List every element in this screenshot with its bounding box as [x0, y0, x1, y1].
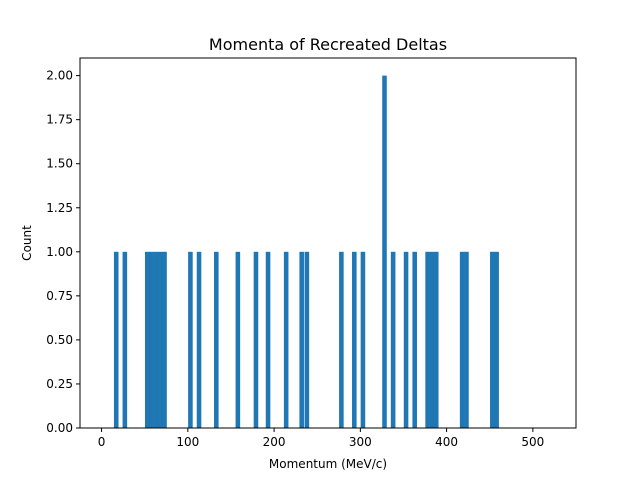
histogram-bar: [412, 251, 417, 428]
y-tick-label: 1.25: [46, 201, 73, 215]
histogram-bar: [494, 251, 499, 428]
histogram-bar: [459, 251, 465, 428]
histogram-bar: [144, 251, 150, 428]
x-tick-label: 100: [176, 435, 199, 449]
histogram-bar: [360, 251, 366, 428]
y-tick-label: 0.50: [46, 333, 73, 347]
histogram-bar: [382, 75, 387, 428]
histogram-bar: [299, 251, 304, 428]
x-tick-label: 500: [521, 435, 544, 449]
x-axis-label: Momentum (MeV/c): [269, 457, 387, 471]
histogram-bar: [196, 251, 202, 428]
y-axis-label: Count: [20, 225, 34, 261]
histogram-bar: [188, 251, 193, 428]
x-tick-label: 0: [98, 435, 106, 449]
bars-group: [113, 75, 499, 428]
histogram-bar: [265, 251, 271, 428]
histogram-bar: [339, 251, 344, 428]
plot-frame: [79, 57, 577, 429]
y-tick-label: 1.75: [46, 113, 73, 127]
histogram-bar: [352, 251, 357, 428]
histogram-bar: [122, 251, 128, 428]
y-tick-label: 0.75: [46, 289, 73, 303]
y-axis-ticks: 0.00 0.25 0.50 0.75 1.00 1.25 1.50 1.75 2.00: [46, 69, 80, 435]
histogram-bar: [390, 251, 396, 428]
histogram-bar: [214, 251, 219, 428]
y-tick-label: 0.00: [46, 421, 73, 435]
histogram-bar: [157, 251, 163, 428]
histogram-bar: [490, 251, 495, 428]
histogram-bar: [235, 251, 241, 428]
y-tick-label: 1.50: [46, 157, 73, 171]
histogram-bar: [149, 251, 154, 428]
histogram-bar: [425, 251, 430, 428]
histogram-bar: [304, 251, 310, 428]
histogram-bar: [253, 251, 259, 428]
y-tick-label: 1.00: [46, 245, 73, 259]
histogram-bar: [153, 251, 159, 428]
y-tick-label: 0.25: [46, 377, 73, 391]
histogram-bar: [162, 251, 167, 428]
histogram-bar: [433, 251, 439, 428]
histogram-bar: [283, 251, 289, 428]
x-tick-label: 200: [263, 435, 286, 449]
chart-title: Momenta of Recreated Deltas: [209, 35, 447, 54]
histogram-bar: [403, 251, 409, 428]
y-tick-label: 2.00: [46, 69, 73, 83]
histogram-bar: [113, 251, 119, 428]
x-axis-ticks: 0 100 200 300 400 500: [98, 428, 544, 449]
x-tick-label: 300: [349, 435, 372, 449]
histogram-bar: [429, 251, 435, 428]
x-tick-label: 400: [435, 435, 458, 449]
histogram-bar: [464, 251, 469, 428]
